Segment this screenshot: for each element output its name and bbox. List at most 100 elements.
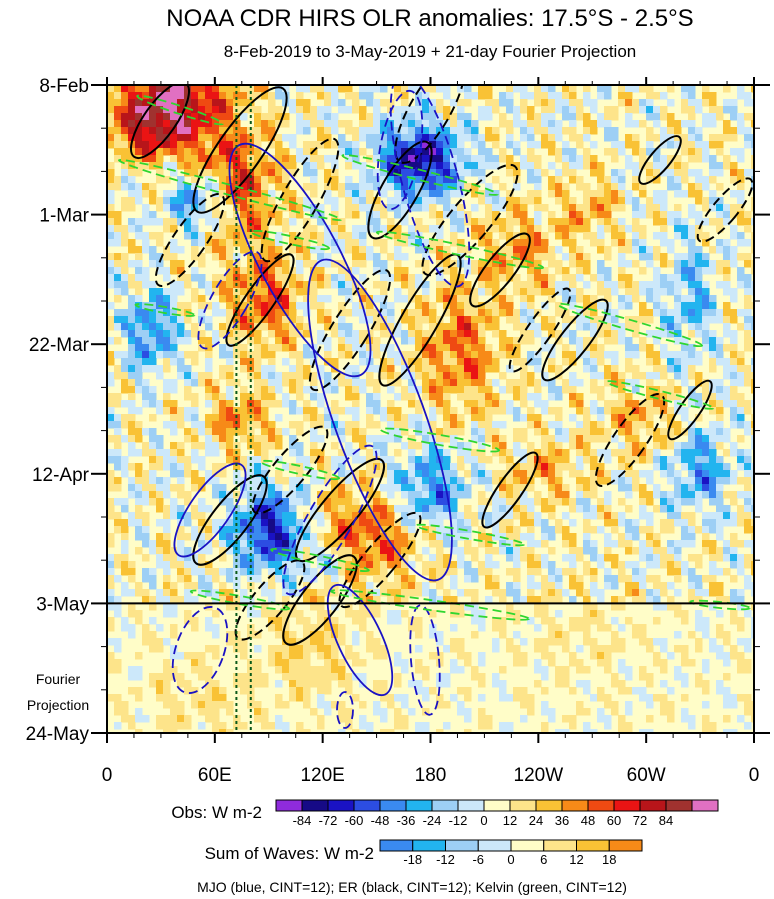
- anomaly-cell: [184, 351, 192, 359]
- anomaly-cell: [275, 281, 283, 289]
- anomaly-cell: [653, 218, 661, 226]
- anomaly-cell: [625, 239, 633, 247]
- anomaly-cell: [548, 533, 556, 541]
- anomaly-cell: [667, 316, 675, 324]
- anomaly-cell: [695, 218, 703, 226]
- anomaly-cell: [632, 330, 640, 338]
- anomaly-cell: [674, 491, 682, 499]
- anomaly-cell: [177, 197, 185, 205]
- anomaly-cell: [695, 351, 703, 359]
- anomaly-cell: [359, 442, 367, 450]
- anomaly-cell: [345, 386, 353, 394]
- anomaly-cell: [639, 281, 647, 289]
- anomaly-cell: [373, 218, 381, 226]
- anomaly-cell: [289, 218, 297, 226]
- anomaly-cell: [436, 197, 444, 205]
- anomaly-cell: [184, 575, 192, 583]
- anomaly-cell: [128, 330, 136, 338]
- anomaly-cell: [226, 302, 234, 310]
- anomaly-cell: [380, 281, 388, 289]
- anomaly-cell: [429, 365, 437, 373]
- anomaly-cell: [317, 218, 325, 226]
- anomaly-cell: [177, 267, 185, 275]
- anomaly-cell: [296, 547, 304, 555]
- anomaly-cell: [646, 470, 654, 478]
- anomaly-cell: [583, 295, 591, 303]
- anomaly-cell: [681, 190, 689, 198]
- anomaly-cell: [184, 386, 192, 394]
- anomaly-cell: [464, 449, 472, 457]
- anomaly-cell: [233, 337, 241, 345]
- anomaly-cell: [366, 547, 374, 555]
- anomaly-cell: [198, 428, 206, 436]
- anomaly-cell: [478, 491, 486, 499]
- anomaly-cell: [121, 498, 129, 506]
- anomaly-cell: [744, 274, 752, 282]
- anomaly-cell: [471, 344, 479, 352]
- anomaly-cell: [429, 127, 437, 135]
- anomaly-cell: [114, 239, 122, 247]
- anomaly-cell: [506, 99, 514, 107]
- anomaly-cell: [142, 127, 150, 135]
- anomaly-cell: [667, 120, 675, 128]
- anomaly-cell: [366, 491, 374, 499]
- anomaly-cell: [226, 253, 234, 261]
- anomaly-cell: [527, 113, 535, 121]
- anomaly-cell: [219, 547, 227, 555]
- anomaly-cell: [611, 232, 619, 240]
- anomaly-cell: [555, 393, 563, 401]
- anomaly-cell: [121, 134, 129, 142]
- anomaly-cell: [394, 85, 402, 93]
- anomaly-cell: [548, 456, 556, 464]
- anomaly-cell: [730, 246, 738, 254]
- anomaly-cell: [156, 120, 164, 128]
- anomaly-cell: [569, 106, 577, 114]
- anomaly-cell: [380, 141, 388, 149]
- anomaly-cell: [163, 526, 171, 534]
- anomaly-cell: [205, 393, 213, 401]
- anomaly-cell: [485, 190, 493, 198]
- anomaly-cell: [506, 554, 514, 562]
- anomaly-cell: [625, 491, 633, 499]
- anomaly-cell: [443, 554, 451, 562]
- anomaly-cell: [170, 204, 178, 212]
- anomaly-cell: [716, 106, 724, 114]
- anomaly-cell: [254, 435, 262, 443]
- anomaly-cell: [751, 148, 754, 156]
- anomaly-cell: [205, 526, 213, 534]
- anomaly-cell: [632, 435, 640, 443]
- anomaly-cell: [667, 127, 675, 135]
- anomaly-cell: [723, 400, 731, 408]
- anomaly-cell: [674, 141, 682, 149]
- anomaly-cell: [541, 323, 549, 331]
- anomaly-cell: [583, 358, 591, 366]
- anomaly-cell: [261, 470, 269, 478]
- anomaly-cell: [625, 197, 633, 205]
- anomaly-cell: [653, 372, 661, 380]
- anomaly-cell: [730, 372, 738, 380]
- anomaly-cell: [156, 484, 164, 492]
- anomaly-cell: [695, 477, 703, 485]
- anomaly-cell: [744, 407, 752, 415]
- anomaly-cell: [373, 337, 381, 345]
- anomaly-cell: [604, 330, 612, 338]
- anomaly-cell: [296, 274, 304, 282]
- anomaly-cell: [142, 491, 150, 499]
- anomaly-cell: [380, 575, 388, 583]
- anomaly-cell: [555, 575, 563, 583]
- anomaly-cell: [114, 484, 122, 492]
- anomaly-cell: [520, 155, 528, 163]
- anomaly-cell: [303, 491, 311, 499]
- anomaly-cell: [730, 190, 738, 198]
- anomaly-cell: [520, 239, 528, 247]
- anomaly-cell: [548, 498, 556, 506]
- anomaly-cell: [240, 554, 248, 562]
- anomaly-cell: [261, 393, 269, 401]
- anomaly-cell: [261, 183, 269, 191]
- anomaly-cell: [415, 176, 423, 184]
- anomaly-cell: [401, 127, 409, 135]
- anomaly-cell: [359, 183, 367, 191]
- anomaly-cell: [394, 505, 402, 513]
- anomaly-cell: [478, 239, 486, 247]
- anomaly-cell: [198, 568, 206, 576]
